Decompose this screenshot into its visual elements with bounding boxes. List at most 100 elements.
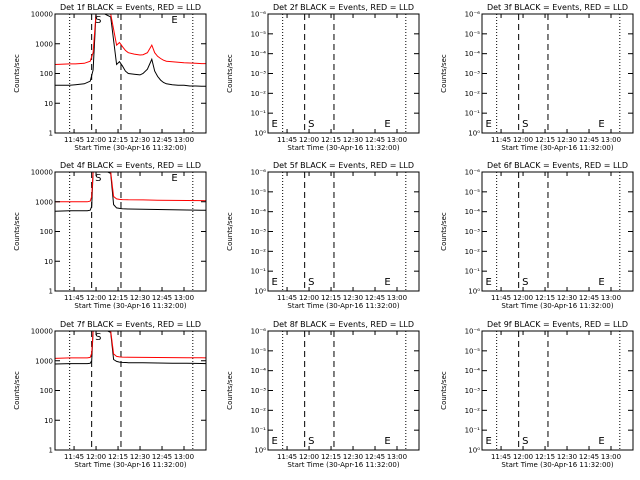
plot-frame	[481, 330, 634, 451]
plot-frame	[481, 13, 634, 134]
series-lld-line	[54, 13, 206, 65]
y-tick-label: 10000	[31, 169, 53, 177]
y-tick-label: 1	[49, 288, 53, 296]
x-tick-label: 11:45	[64, 136, 84, 144]
panel-det-8: 11:45 12:00 12:15 12:30 12:45 13:00 10⁰ 10⁻¹ 10⁻…	[226, 320, 420, 469]
y-axis-label: Counts/sec	[226, 212, 234, 251]
marker-e: E	[384, 119, 390, 130]
y-axis-label: Counts/sec	[226, 54, 234, 93]
x-tick-label: 12:15	[321, 294, 341, 302]
y-tick-label: 10⁻⁵	[251, 188, 267, 196]
y-tick-label: 10⁰	[254, 288, 266, 296]
x-tick-label: 12:45	[365, 136, 385, 144]
y-tick-label: 10⁻⁶	[251, 11, 267, 19]
panel-title: Det 8f BLACK = Events, RED = LLD	[273, 320, 414, 329]
y-tick-label: 10⁻⁴	[465, 50, 481, 58]
y-tick-label: 10⁰	[468, 130, 480, 138]
marker-e: E	[485, 436, 491, 447]
y-tick-label: 10⁻¹	[465, 110, 481, 118]
x-tick-label: 12:15	[321, 453, 341, 461]
y-tick-label: 1	[49, 447, 53, 455]
y-tick-label: 10⁻²	[251, 90, 267, 98]
y-tick-label: 10	[44, 100, 53, 108]
x-tick-label: 12:00	[299, 136, 319, 144]
x-tick-label: 12:00	[513, 136, 533, 144]
x-tick-label: 13:00	[387, 453, 407, 461]
y-tick-label: 10⁻⁵	[465, 347, 481, 355]
x-tick-label: 11:45	[277, 294, 297, 302]
y-tick-label: 10⁻⁶	[465, 11, 481, 19]
x-tick-label: 13:00	[387, 136, 407, 144]
panel-title: Det 4f BLACK = Events, RED = LLD	[60, 161, 201, 170]
x-tick-label: 12:15	[535, 136, 555, 144]
y-tick-label: 10⁻²	[465, 90, 481, 98]
x-axis-label: Start Time (30-Apr-16 11:32:00)	[501, 144, 613, 152]
marker-e: E	[485, 119, 491, 130]
panel-title: Det 5f BLACK = Events, RED = LLD	[273, 161, 414, 170]
y-tick-label: 10⁻⁶	[465, 328, 481, 336]
y-tick-label: 10⁻⁵	[465, 188, 481, 196]
marker-s: S	[522, 119, 528, 130]
y-tick-label: 10⁻⁵	[251, 30, 267, 38]
panel-det-2: 11:45 12:00 12:15 12:30 12:45 13:00 10⁰ 10⁻¹ 10⁻…	[226, 3, 420, 152]
marker-e: E	[598, 119, 604, 130]
y-tick-label: 10⁻³	[465, 387, 481, 395]
series-events-line	[54, 171, 206, 212]
x-tick-label: 13:00	[601, 136, 621, 144]
marker-s: S	[308, 277, 314, 288]
x-tick-label: 12:30	[130, 136, 150, 144]
y-tick-label: 10	[44, 417, 53, 425]
y-tick-label: 10⁰	[468, 447, 480, 455]
x-tick-label: 12:15	[321, 136, 341, 144]
y-tick-label: 10⁻⁵	[251, 347, 267, 355]
x-axis-label: Start Time (30-Apr-16 11:32:00)	[501, 302, 613, 310]
panel-det-5: 11:45 12:00 12:15 12:30 12:45 13:00 10⁰ 10⁻¹ 10⁻…	[226, 161, 420, 310]
y-tick-label: 10⁻⁶	[251, 169, 267, 177]
x-tick-label: 12:45	[579, 453, 599, 461]
plot-frame	[267, 13, 420, 134]
x-tick-label: 12:15	[108, 294, 128, 302]
y-tick-label: 10⁻²	[251, 407, 267, 415]
panel-det-3: 11:45 12:00 12:15 12:30 12:45 13:00 10⁰ 10⁻¹ 10⁻…	[440, 3, 634, 152]
y-tick-label: 10⁻⁴	[465, 208, 481, 216]
x-tick-label: 11:45	[491, 453, 511, 461]
panel-title: Det 6f BLACK = Events, RED = LLD	[487, 161, 628, 170]
y-tick-label: 10⁰	[254, 130, 266, 138]
y-axis-label: Counts/sec	[13, 371, 21, 410]
y-tick-label: 10⁻¹	[465, 268, 481, 276]
x-axis-label: Start Time (30-Apr-16 11:32:00)	[74, 461, 186, 469]
x-tick-label: 12:30	[343, 294, 363, 302]
x-tick-label: 12:45	[579, 294, 599, 302]
y-tick-label: 10⁰	[254, 447, 266, 455]
x-tick-label: 12:30	[130, 453, 150, 461]
x-tick-label: 12:45	[579, 136, 599, 144]
y-tick-label: 10000	[31, 11, 53, 19]
marker-e: E	[598, 436, 604, 447]
plot-frame	[54, 330, 207, 451]
y-tick-label: 10⁻²	[251, 248, 267, 256]
x-tick-label: 12:30	[343, 453, 363, 461]
plot-frame	[267, 171, 420, 292]
x-tick-label: 11:45	[277, 453, 297, 461]
x-tick-label: 12:00	[86, 294, 106, 302]
x-tick-label: 12:30	[343, 136, 363, 144]
y-tick-label: 10⁻⁴	[251, 367, 267, 375]
panel-det-4: 11:45 12:00 12:15 12:30 12:45 13:00 1 10 100 1000…	[13, 161, 207, 310]
marker-e: E	[271, 436, 277, 447]
x-axis-label: Start Time (30-Apr-16 11:32:00)	[501, 461, 613, 469]
x-tick-label: 12:30	[557, 294, 577, 302]
marker-e: E	[384, 277, 390, 288]
marker-s: S	[95, 332, 101, 343]
panel-det-9: 11:45 12:00 12:15 12:30 12:45 13:00 10⁰ 10⁻¹ 10⁻…	[440, 320, 634, 469]
y-tick-label: 100	[40, 228, 53, 236]
series-events-line	[54, 330, 207, 365]
x-axis-label: Start Time (30-Apr-16 11:32:00)	[287, 461, 399, 469]
y-tick-label: 10⁻³	[251, 228, 267, 236]
x-tick-label: 12:30	[557, 453, 577, 461]
series-lld-line	[54, 330, 207, 359]
y-tick-label: 10⁻⁵	[465, 30, 481, 38]
marker-s: S	[522, 277, 528, 288]
panel-title: Det 3f BLACK = Events, RED = LLD	[487, 3, 628, 12]
y-tick-label: 10⁻²	[465, 407, 481, 415]
